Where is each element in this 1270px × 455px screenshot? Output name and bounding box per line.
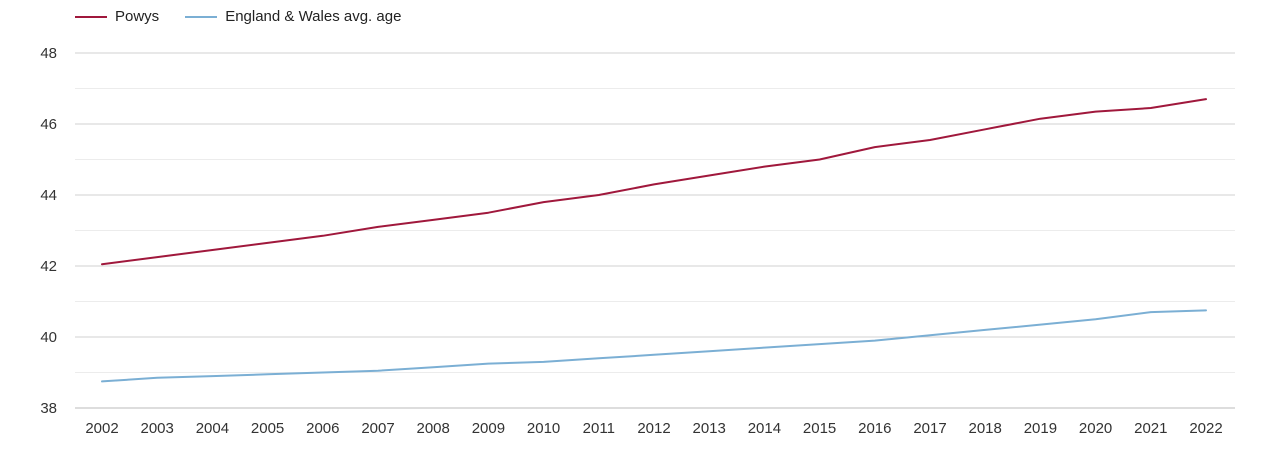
x-tick-label: 2004 xyxy=(196,420,229,437)
y-tick-label: 48 xyxy=(40,45,57,62)
legend-label-powys: Powys xyxy=(115,8,159,25)
y-tick-label: 38 xyxy=(40,400,57,417)
y-tick-label: 40 xyxy=(40,329,57,346)
x-tick-label: 2003 xyxy=(141,420,174,437)
x-tick-label: 2011 xyxy=(583,420,615,437)
y-tick-label: 44 xyxy=(40,187,57,204)
x-tick-label: 2009 xyxy=(472,420,505,437)
x-tick-label: 2021 xyxy=(1134,420,1167,437)
x-tick-label: 2007 xyxy=(361,420,394,437)
x-tick-label: 2014 xyxy=(748,420,781,437)
x-tick-label: 2006 xyxy=(306,420,339,437)
legend-item-england-wales[interactable]: England & Wales avg. age xyxy=(185,8,401,25)
x-tick-label: 2019 xyxy=(1024,420,1057,437)
legend: Powys England & Wales avg. age xyxy=(75,8,401,25)
x-tick-label: 2002 xyxy=(85,420,118,437)
x-tick-label: 2020 xyxy=(1079,420,1112,437)
legend-swatch-england-wales xyxy=(185,16,217,18)
x-tick-label: 2008 xyxy=(417,420,450,437)
x-tick-label: 2022 xyxy=(1189,420,1222,437)
x-tick-label: 2010 xyxy=(527,420,560,437)
legend-swatch-powys xyxy=(75,16,107,18)
x-tick-label: 2012 xyxy=(637,420,670,437)
x-tick-label: 2015 xyxy=(803,420,836,437)
y-tick-label: 46 xyxy=(40,116,57,133)
x-tick-label: 2005 xyxy=(251,420,284,437)
legend-item-powys[interactable]: Powys xyxy=(75,8,159,25)
x-tick-label: 2016 xyxy=(858,420,891,437)
x-tick-label: 2017 xyxy=(913,420,946,437)
legend-label-england-wales: England & Wales avg. age xyxy=(225,8,401,25)
x-tick-label: 2013 xyxy=(693,420,726,437)
y-tick-label: 42 xyxy=(40,258,57,275)
x-tick-label: 2018 xyxy=(969,420,1002,437)
series-line-1 xyxy=(102,310,1206,381)
